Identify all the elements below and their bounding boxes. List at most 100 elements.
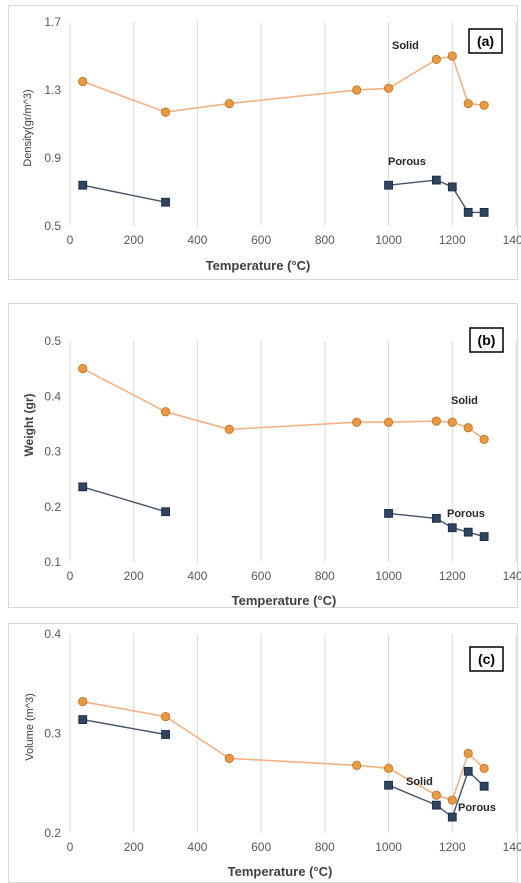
data-point-porous-b <box>79 483 87 491</box>
series-line-porous-b <box>83 487 166 512</box>
x-tick-label-b: 600 <box>251 569 271 583</box>
x-tick-label-b: 400 <box>187 569 207 583</box>
data-point-porous-b <box>162 508 170 516</box>
series-line-porous-c <box>83 720 166 735</box>
x-tick-label-c: 600 <box>251 840 271 854</box>
data-point-solid-a <box>480 101 488 109</box>
data-point-porous-c <box>79 716 87 724</box>
data-point-porous-b <box>448 524 456 532</box>
data-point-porous-a <box>162 198 170 206</box>
data-point-solid-b <box>384 418 392 426</box>
data-point-porous-c <box>385 781 393 789</box>
data-point-porous-a <box>448 183 456 191</box>
y-axis-title-a: Density(gr/m^3) <box>22 89 34 166</box>
x-axis-title-b: Temperature (°C) <box>232 593 337 608</box>
x-tick-label-b: 200 <box>124 569 144 583</box>
y-tick-label-b: 0.4 <box>44 389 61 403</box>
x-tick-labels-c: 0200400600800100012001400 <box>67 840 521 854</box>
x-tick-label-b: 0 <box>67 569 74 583</box>
y-tick-label-c: 0.3 <box>44 727 61 741</box>
data-point-porous-a <box>385 181 393 189</box>
y-tick-label-b: 0.5 <box>44 334 61 348</box>
x-tick-label-a: 0 <box>67 233 74 247</box>
x-tick-label-c: 800 <box>315 840 335 854</box>
x-tick-label-c: 1200 <box>439 840 466 854</box>
data-point-porous-b <box>480 533 488 541</box>
series-label-porous-a: Porous <box>388 156 426 168</box>
data-point-solid-a <box>79 77 87 85</box>
series-line-solid-a <box>83 56 484 112</box>
y-tick-label-a: 1.7 <box>44 15 61 29</box>
x-tick-label-b: 1200 <box>439 569 466 583</box>
series-group-c <box>79 697 489 821</box>
x-axis-title-c: Temperature (°C) <box>228 864 333 879</box>
data-point-solid-b <box>480 435 488 443</box>
x-tick-label-c: 1000 <box>375 840 402 854</box>
y-tick-labels-b: 0.1 0.2 0.3 0.4 0.5 <box>44 334 61 569</box>
x-tick-label-a: 400 <box>187 233 207 247</box>
y-tick-label-c: 0.4 <box>44 627 61 641</box>
series-group-b <box>79 364 489 540</box>
data-point-porous-c <box>464 767 472 775</box>
series-label-porous-b: Porous <box>447 508 485 520</box>
series-label-solid-b: Solid <box>451 395 478 407</box>
x-tick-label-b: 800 <box>315 569 335 583</box>
x-tick-label-c: 400 <box>187 840 207 854</box>
data-point-porous-b <box>385 509 393 517</box>
y-tick-label-c: 0.2 <box>44 826 61 840</box>
data-point-solid-c <box>448 796 456 804</box>
data-point-solid-a <box>464 99 472 107</box>
data-point-solid-c <box>353 761 361 769</box>
panel-tag-a: (a) <box>477 33 494 49</box>
data-point-solid-a <box>384 84 392 92</box>
x-tick-label-a: 1200 <box>439 233 466 247</box>
series-label-porous-c: Porous <box>458 802 496 814</box>
y-tick-label-a: 1.3 <box>44 83 61 97</box>
panel-tag-c: (c) <box>478 651 495 667</box>
x-tick-label-a: 200 <box>124 233 144 247</box>
data-point-solid-c <box>225 754 233 762</box>
data-point-solid-c <box>432 791 440 799</box>
data-point-porous-b <box>432 514 440 522</box>
y-tick-label-b: 0.3 <box>44 445 61 459</box>
y-tick-label-a: 0.9 <box>44 151 61 165</box>
series-line-porous-a <box>389 180 485 212</box>
x-tick-label-a: 600 <box>251 233 271 247</box>
data-point-porous-c <box>448 813 456 821</box>
x-tick-label-a: 1400 <box>503 233 521 247</box>
panel-tag-b: (b) <box>478 332 496 348</box>
data-point-porous-c <box>432 801 440 809</box>
data-point-solid-c <box>79 697 87 705</box>
data-point-porous-a <box>79 181 87 189</box>
data-point-solid-b <box>161 408 169 416</box>
data-point-solid-c <box>480 764 488 772</box>
x-tick-label-a: 800 <box>315 233 335 247</box>
y-tick-label-b: 0.1 <box>44 555 61 569</box>
data-point-solid-b <box>353 418 361 426</box>
data-point-solid-c <box>464 749 472 757</box>
y-axis-title-b: Weight (gr) <box>22 393 36 456</box>
data-point-solid-b <box>464 424 472 432</box>
x-tick-label-b: 1000 <box>375 569 402 583</box>
data-point-solid-a <box>432 55 440 63</box>
y-tick-label-b: 0.2 <box>44 500 61 514</box>
y-tick-labels-a: 0.5 0.9 1.3 1.7 <box>44 15 61 233</box>
series-group-a <box>79 52 489 217</box>
chart-b: 0200400600800100012001400 0.10.20.30.40.… <box>22 328 521 608</box>
series-line-porous-a <box>83 185 166 202</box>
data-point-porous-b <box>464 528 472 536</box>
data-point-porous-a <box>464 208 472 216</box>
data-point-solid-b <box>225 425 233 433</box>
series-label-solid-c: Solid <box>406 776 433 788</box>
series-label-solid-a: Solid <box>392 40 419 52</box>
data-point-porous-c <box>480 782 488 790</box>
data-point-solid-a <box>353 86 361 94</box>
data-point-solid-a <box>225 99 233 107</box>
data-point-solid-a <box>448 52 456 60</box>
